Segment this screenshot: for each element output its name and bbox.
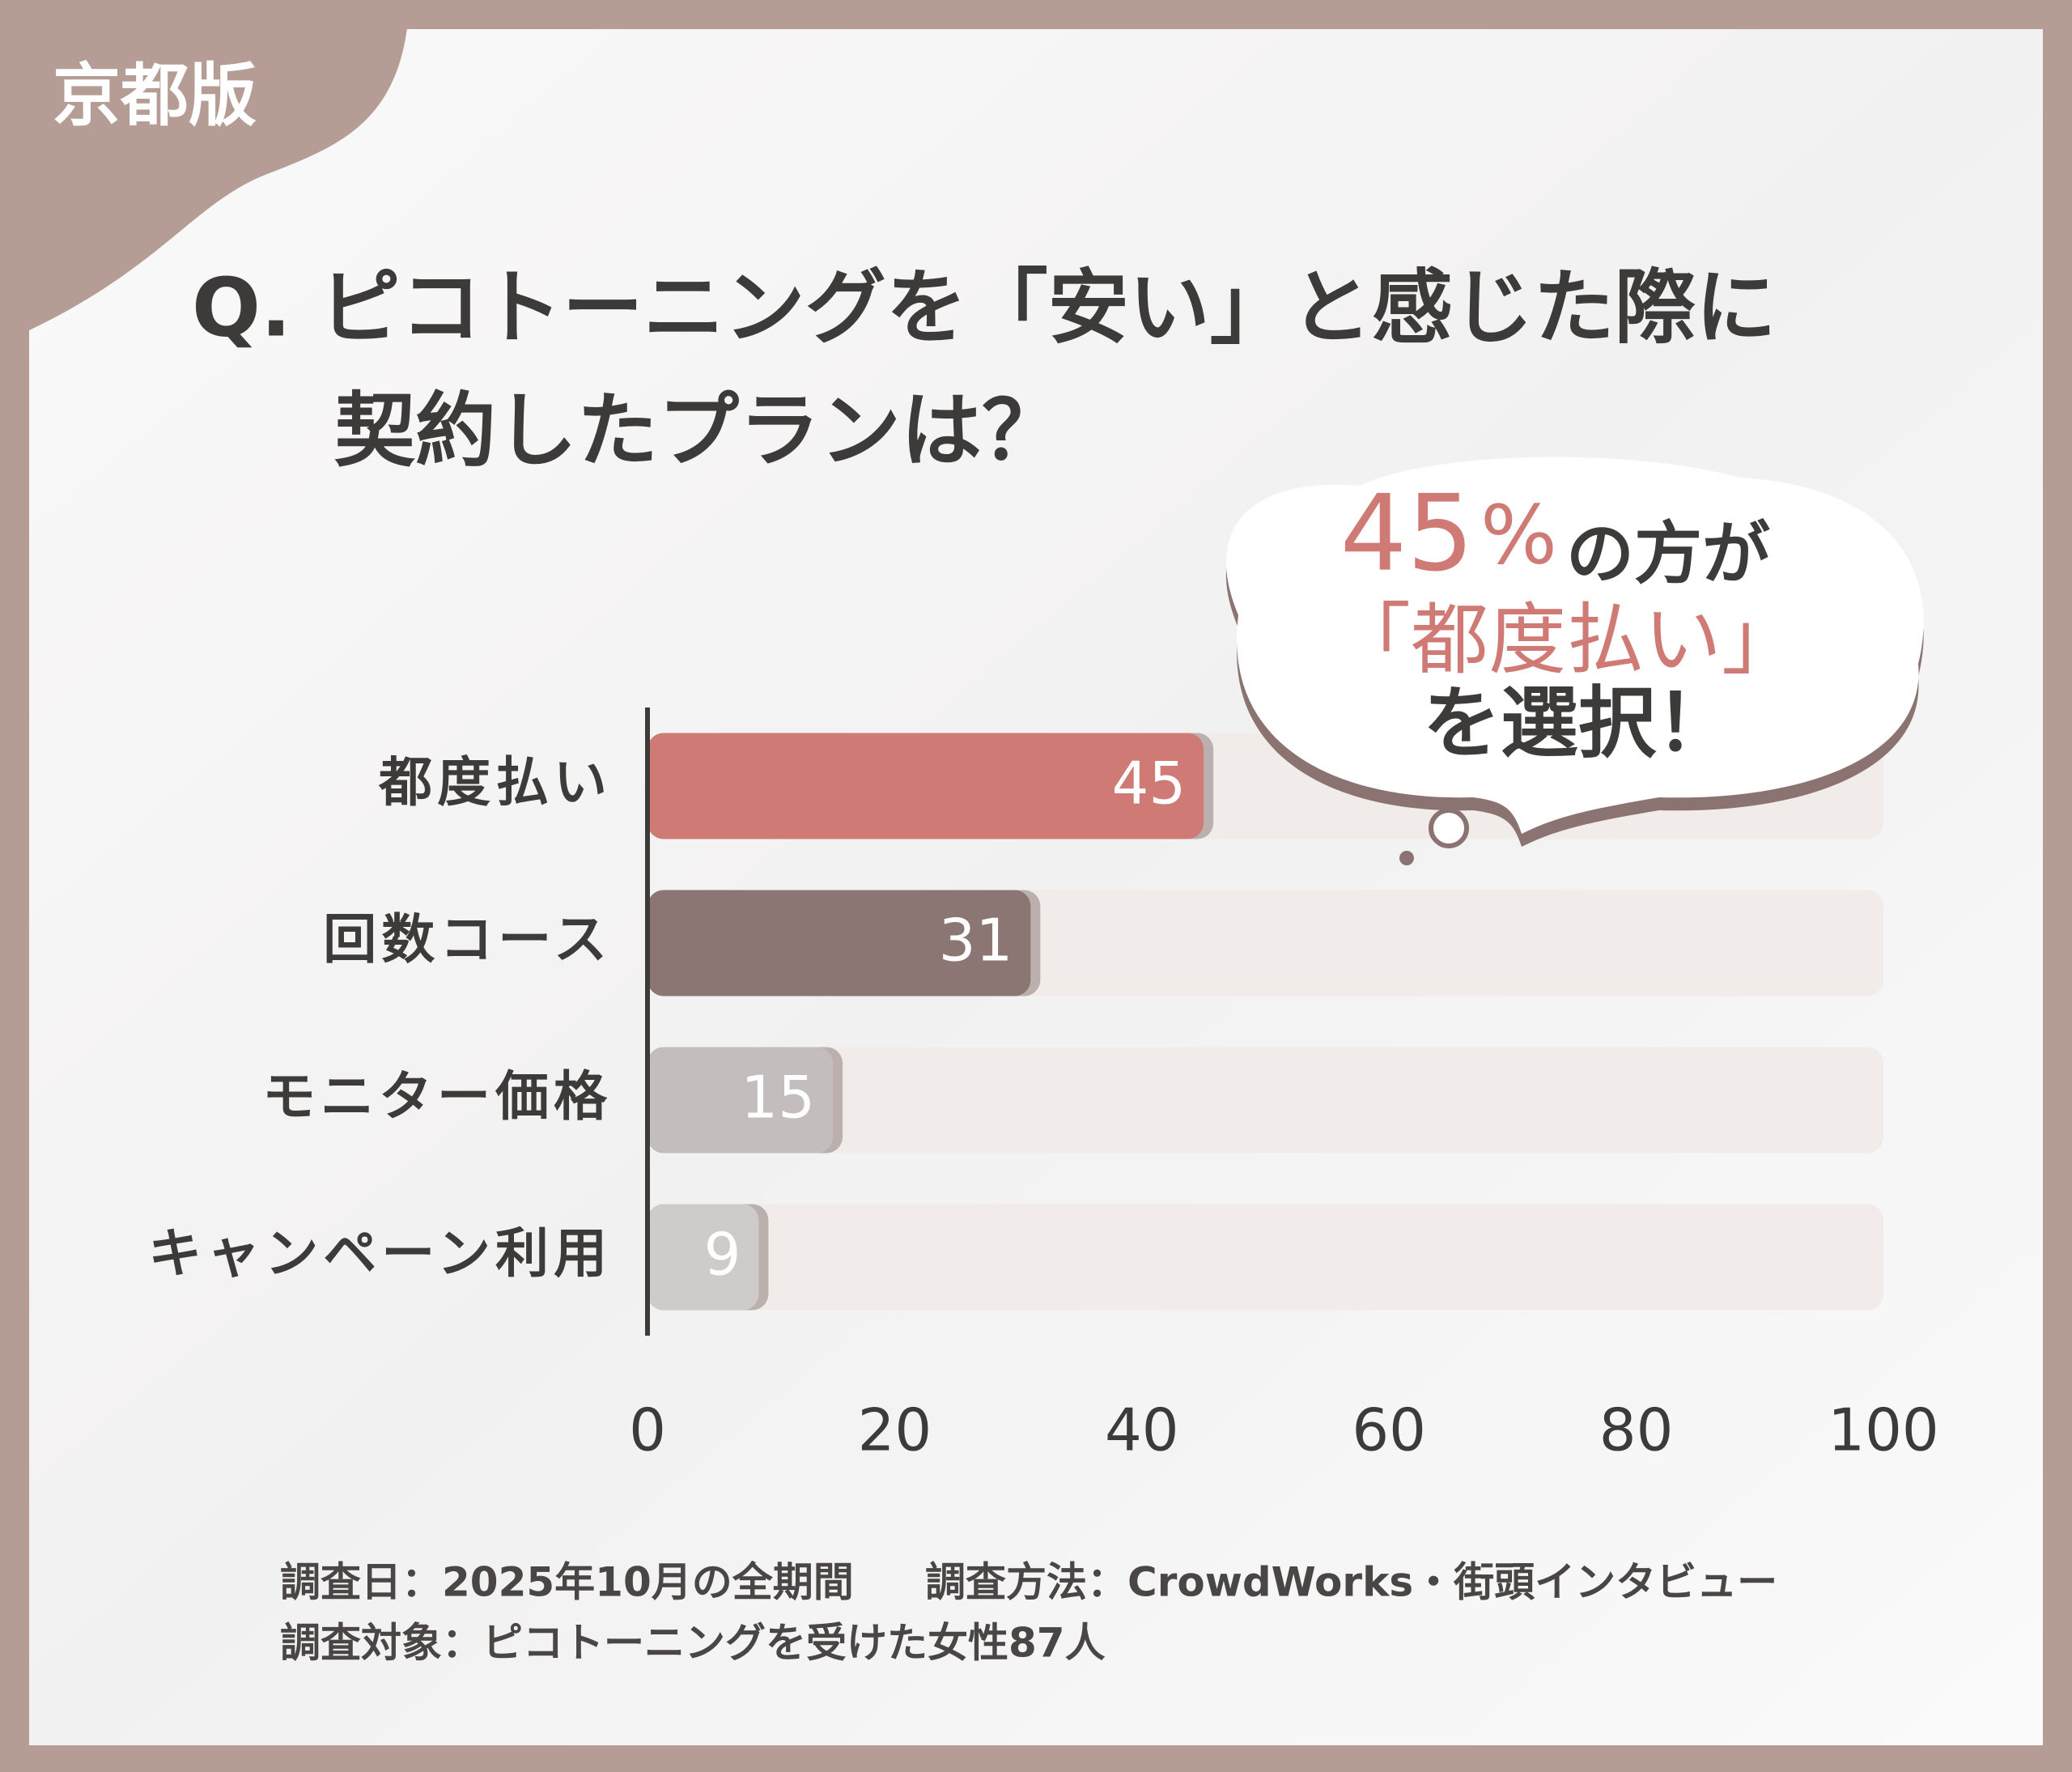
x-tick-label: 0 (629, 1396, 666, 1464)
callout-dot (1429, 808, 1469, 848)
callout-number: 45 (1340, 472, 1474, 595)
callout-dot (1399, 851, 1414, 865)
bar (648, 1047, 834, 1154)
footer-text: 調査方法：CrowdWorks・街頭インタビュー (925, 1559, 1777, 1606)
plot-area: 0 20 40 60 80 100 都度払い 45 回数コース 31 モニター価格 15 キャンペーン利… (148, 708, 1939, 1464)
callout-text: の方が (1566, 514, 1770, 593)
y-tick-label: モニター価格 (262, 1065, 612, 1128)
value-label: 15 (741, 1064, 815, 1132)
title-line: Q. ピコトーニングを「安い」と感じた際に (192, 260, 1777, 355)
value-label: 31 (939, 907, 1013, 975)
callout-text: 「都度払い」 (1333, 594, 1799, 685)
value-label: 45 (1112, 750, 1187, 818)
callout-text: を選択！ (1423, 678, 1734, 768)
footer-text: 調査日：2025年10月の全期間 (280, 1559, 854, 1606)
panel (29, 29, 2043, 1745)
callout: 45 % の方が 「都度払い」 を選択！ (1225, 457, 1924, 865)
callout-unit: % (1480, 487, 1557, 582)
x-tick-label: 20 (858, 1396, 932, 1464)
badge-shape (0, 0, 410, 330)
bar (648, 733, 1204, 839)
x-tick-label: 100 (1828, 1396, 1938, 1464)
x-tick-label: 60 (1352, 1396, 1426, 1464)
bar (648, 1204, 759, 1311)
title-line: 契約したプランは？ (334, 383, 1063, 478)
x-tick-label: 40 (1105, 1396, 1179, 1464)
bar-track (648, 1204, 1883, 1311)
value-label: 9 (704, 1221, 741, 1289)
badge-text: 京都版 (53, 56, 257, 135)
y-tick-label: 都度払い (378, 751, 612, 814)
x-tick-label: 80 (1599, 1396, 1674, 1464)
y-tick-label: 回数コース (323, 908, 612, 971)
callout-bubble (1225, 457, 1924, 834)
y-tick-label: キャンペーン利用 (148, 1222, 612, 1285)
footer-text: 調査対象：ピコトーニングを受けた女性87人 (280, 1620, 1106, 1667)
bar (648, 890, 1031, 996)
bar-track (648, 1047, 1883, 1154)
